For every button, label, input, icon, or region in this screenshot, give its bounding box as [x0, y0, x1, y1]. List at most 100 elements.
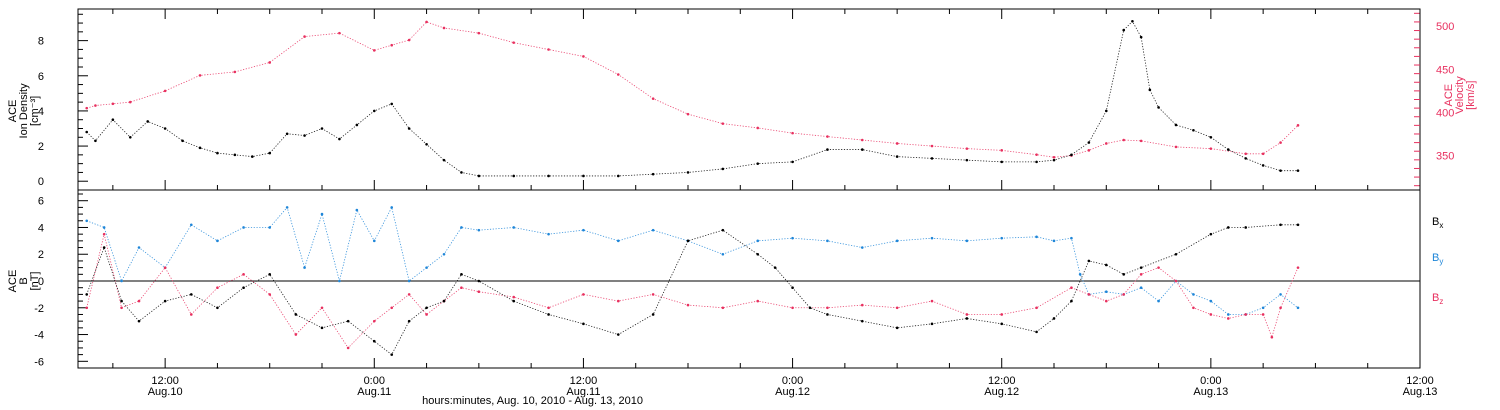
b-field-axis: -6 -4 -2 0 2 4 6 [34, 193, 88, 368]
density-point [442, 158, 446, 162]
bz-point [460, 286, 463, 289]
plasma-data-points [85, 20, 1300, 178]
velocity-point [1174, 145, 1178, 149]
density-point [547, 174, 550, 178]
velocity-point [442, 26, 446, 30]
velocity-point [930, 144, 934, 148]
bz-point [372, 319, 376, 323]
bz-point [756, 299, 760, 303]
by-point [407, 279, 411, 283]
bx-point [756, 252, 760, 256]
bz-point [616, 299, 620, 303]
bx-point [407, 319, 411, 323]
by-point [425, 266, 428, 269]
velocity-point [338, 31, 341, 35]
x-tick-date-label: Aug.11 [357, 386, 391, 398]
velocity-point [756, 126, 760, 130]
velocity-tick-label: 450 [1436, 64, 1454, 76]
density-point [1192, 128, 1195, 132]
by-point [1000, 236, 1004, 240]
by-trace [86, 206, 1299, 315]
bz-point [407, 293, 411, 296]
by-point [268, 226, 272, 229]
density-tick-label: 0 [38, 176, 44, 188]
bx-point [651, 313, 655, 316]
bx-point [1000, 322, 1004, 326]
by-point [826, 239, 829, 243]
bx-point [1104, 263, 1108, 267]
density-axis-label: ACEIon Density[cm⁻³] [7, 83, 41, 139]
bz-trace [86, 234, 1299, 349]
x-tick-time-label: 12:00 [1406, 375, 1434, 387]
by-point [616, 239, 620, 243]
by-point [1078, 273, 1082, 276]
by-point [338, 279, 341, 283]
velocity-point [686, 112, 690, 116]
density-point [198, 146, 202, 150]
legend-entry-by: By [1432, 252, 1443, 266]
bx-point [216, 306, 219, 310]
density-point [390, 102, 394, 106]
x-tick-date-label: Aug.13 [1403, 386, 1438, 398]
x-axis-label: hours:minutes, Aug. 10, 2010 - Aug. 13, … [422, 395, 643, 407]
x-tick-date-label: Aug.12 [775, 386, 810, 398]
density-point [146, 120, 150, 123]
velocity-tick-label: 500 [1436, 21, 1454, 33]
velocity-tick-label: 350 [1436, 151, 1454, 163]
density-point [616, 174, 620, 178]
density-point [512, 174, 516, 178]
velocity-point [1139, 139, 1143, 143]
density-tick-label: 4 [38, 106, 44, 118]
density-point [338, 137, 341, 141]
velocity-axis-label: ACEVelocity[km/s] [1443, 76, 1477, 114]
by-point [582, 228, 585, 232]
density-point [285, 132, 289, 136]
bz-point [294, 333, 298, 336]
velocity-point [1052, 155, 1056, 159]
bx-point [808, 306, 812, 310]
density-point [1104, 109, 1108, 113]
bx-point [85, 293, 89, 296]
bottom-panel-frame [77, 189, 1421, 369]
density-point [1139, 35, 1143, 39]
bz-point [1270, 335, 1274, 339]
bx-point [1052, 317, 1056, 320]
x-tick-time-label: 12:00 [570, 375, 598, 387]
bx-point [390, 353, 394, 356]
by-point [137, 246, 141, 249]
bottom-panel: -6 -4 -2 0 2 4 6 ACEB[nT] Bx By Bz [7, 189, 1443, 369]
by-point [756, 239, 760, 243]
density-point [372, 109, 376, 113]
density-point [477, 174, 481, 178]
by-point [102, 226, 106, 229]
density-point [1122, 28, 1126, 32]
x-tick-time-label: 0:00 [364, 375, 385, 387]
bz-point [1244, 313, 1248, 316]
bx-point [826, 313, 829, 316]
bz-point [85, 306, 89, 310]
b-field-data-points [85, 206, 1300, 356]
velocity-point [512, 41, 516, 44]
by-point [1209, 299, 1213, 303]
bz-point [651, 293, 655, 296]
by-point [860, 246, 864, 249]
by-point [1052, 239, 1056, 243]
bx-point [1244, 226, 1248, 229]
by-point [930, 236, 934, 240]
velocity-point [965, 147, 969, 150]
bz-point [102, 232, 106, 236]
by-point [1296, 306, 1300, 310]
density-point [233, 153, 237, 157]
bx-point [137, 319, 141, 323]
density-axis: 0 2 4 6 8 [38, 13, 88, 188]
bz-point [477, 290, 481, 294]
bx-point [1174, 252, 1178, 256]
bx-point [372, 339, 376, 343]
bx-point [1226, 226, 1230, 229]
density-point [1157, 106, 1160, 109]
velocity-point [582, 55, 585, 58]
bx-point [320, 326, 324, 330]
by-point [372, 239, 376, 243]
bx-point [791, 286, 794, 289]
by-point [1157, 299, 1160, 303]
